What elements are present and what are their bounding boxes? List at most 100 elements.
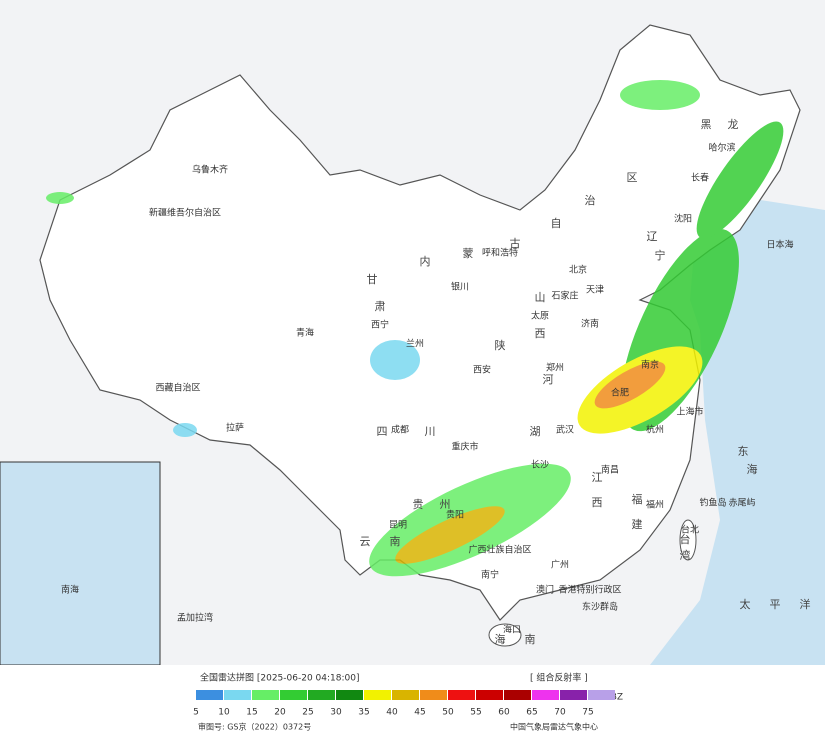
place-label: 银川 (451, 281, 469, 293)
place-label: 云 (360, 535, 371, 548)
taiwan (679, 519, 697, 561)
place-label: 龙 (728, 118, 739, 131)
legend-swatch (420, 690, 447, 700)
place-label: 兰州 (406, 338, 424, 350)
place-label: 郑州 (546, 362, 564, 374)
place-label: 成都 (391, 424, 409, 436)
place-label: 澳门 (536, 584, 554, 596)
place-label: 西藏自治区 (155, 382, 200, 394)
place-label: 长春 (691, 172, 709, 184)
place-label: 南 (390, 535, 401, 548)
place-label: 河 (543, 373, 554, 386)
place-label: 重庆市 (451, 441, 478, 453)
place-label: 西宁 (371, 319, 389, 331)
place-label: 合肥 (611, 387, 629, 399)
legend-value: 10 (218, 708, 230, 718)
legend-value: 75 (582, 708, 593, 718)
place-label: 新疆维吾尔自治区 (149, 207, 221, 219)
place-label: 肃 (375, 300, 386, 313)
legend-value: 25 (302, 708, 313, 718)
legend-title: 全国雷达拼图 [2025-06-20 04:18:00] (200, 672, 359, 684)
place-label: 青海 (296, 327, 314, 339)
place-label: 辽 (647, 230, 658, 243)
place-label: 贵 (413, 498, 424, 511)
place-label: 拉萨 (226, 422, 244, 434)
place-label: 蒙 (463, 247, 474, 260)
place-label: 台北 (681, 524, 699, 536)
place-label: 北京 (569, 264, 587, 276)
legend-swatch (504, 690, 531, 700)
legend-panel (0, 665, 825, 739)
legend-value: 5 (193, 708, 199, 718)
legend-swatch (392, 690, 419, 700)
legend-value: 50 (442, 708, 454, 718)
place-label: 贵阳 (446, 509, 464, 521)
place-label: 武汉 (556, 424, 574, 436)
place-label: 香港特别行政区 (558, 584, 621, 596)
place-label: 川 (425, 425, 436, 438)
place-label: 州 (440, 498, 451, 511)
place-label: 太 (740, 598, 751, 611)
place-label: 宁 (655, 248, 666, 262)
legend-value: 55 (470, 708, 481, 718)
legend-swatch (224, 690, 251, 700)
legend-value: 65 (526, 708, 537, 718)
legend-swatch (476, 690, 503, 700)
place-label: 杭州 (646, 424, 664, 436)
place-label: 昆明 (389, 520, 407, 531)
legend-value: 70 (554, 708, 566, 718)
legend-value: 60 (498, 708, 510, 718)
legend-swatch (280, 690, 307, 700)
place-label: 沈阳 (674, 213, 692, 225)
place-label: 海 (747, 462, 758, 476)
place-label: 西 (592, 496, 603, 509)
place-label: 日本海 (766, 239, 793, 251)
place-label: 福 (632, 492, 643, 506)
place-label: 太原 (531, 310, 549, 322)
place-label: 福州 (646, 499, 664, 511)
legend-swatch (588, 690, 615, 700)
place-label: 南 (525, 633, 536, 646)
place-label: 自 (551, 217, 562, 230)
place-label: 湖 (530, 425, 541, 438)
legend-swatch (308, 690, 335, 700)
place-label: 南海 (61, 584, 79, 596)
place-label: 治 (585, 193, 596, 207)
place-label: 上海市 (676, 406, 703, 418)
place-label: 广西壮族自治区 (468, 544, 531, 556)
place-label: 海口 (503, 624, 521, 636)
legend-swatch (448, 690, 475, 700)
place-label: 东 (738, 445, 749, 458)
legend-swatch (532, 690, 559, 700)
place-label: 孟加拉湾 (177, 612, 213, 624)
legend-value: 30 (330, 708, 342, 718)
legend-swatch (364, 690, 391, 700)
place-label: 台 (680, 532, 691, 546)
legend-swatch (252, 690, 279, 700)
legend-value: 35 (358, 708, 369, 718)
place-label: 洋 (800, 597, 811, 611)
legend-value: 40 (386, 708, 398, 718)
place-label: 济南 (581, 318, 599, 330)
place-label: 钓鱼岛 (699, 497, 726, 509)
organization: 中国气象局雷达气象中心 (510, 722, 598, 732)
place-label: 南昌 (601, 464, 619, 476)
place-label: 江 (592, 471, 603, 484)
china-outline (39, 24, 801, 621)
place-label: 区 (627, 171, 638, 184)
place-label: 哈尔滨 (708, 142, 735, 154)
radar-echoes (46, 80, 784, 577)
legend-product: [ 组合反射率 ] (530, 672, 588, 684)
place-label: 建 (632, 517, 643, 531)
place-label: 黑 (701, 118, 712, 131)
place-label: 西 (535, 327, 546, 340)
legend-swatch (196, 690, 223, 700)
legend-swatch (560, 690, 587, 700)
place-label: 西安 (473, 364, 491, 376)
place-label: 天津 (586, 285, 604, 296)
legend-value: 45 (414, 708, 425, 718)
place-label: 长沙 (531, 459, 549, 471)
place-label: 古 (510, 237, 521, 250)
review-number: 审图号: GS京（2022）0372号 (198, 722, 311, 732)
